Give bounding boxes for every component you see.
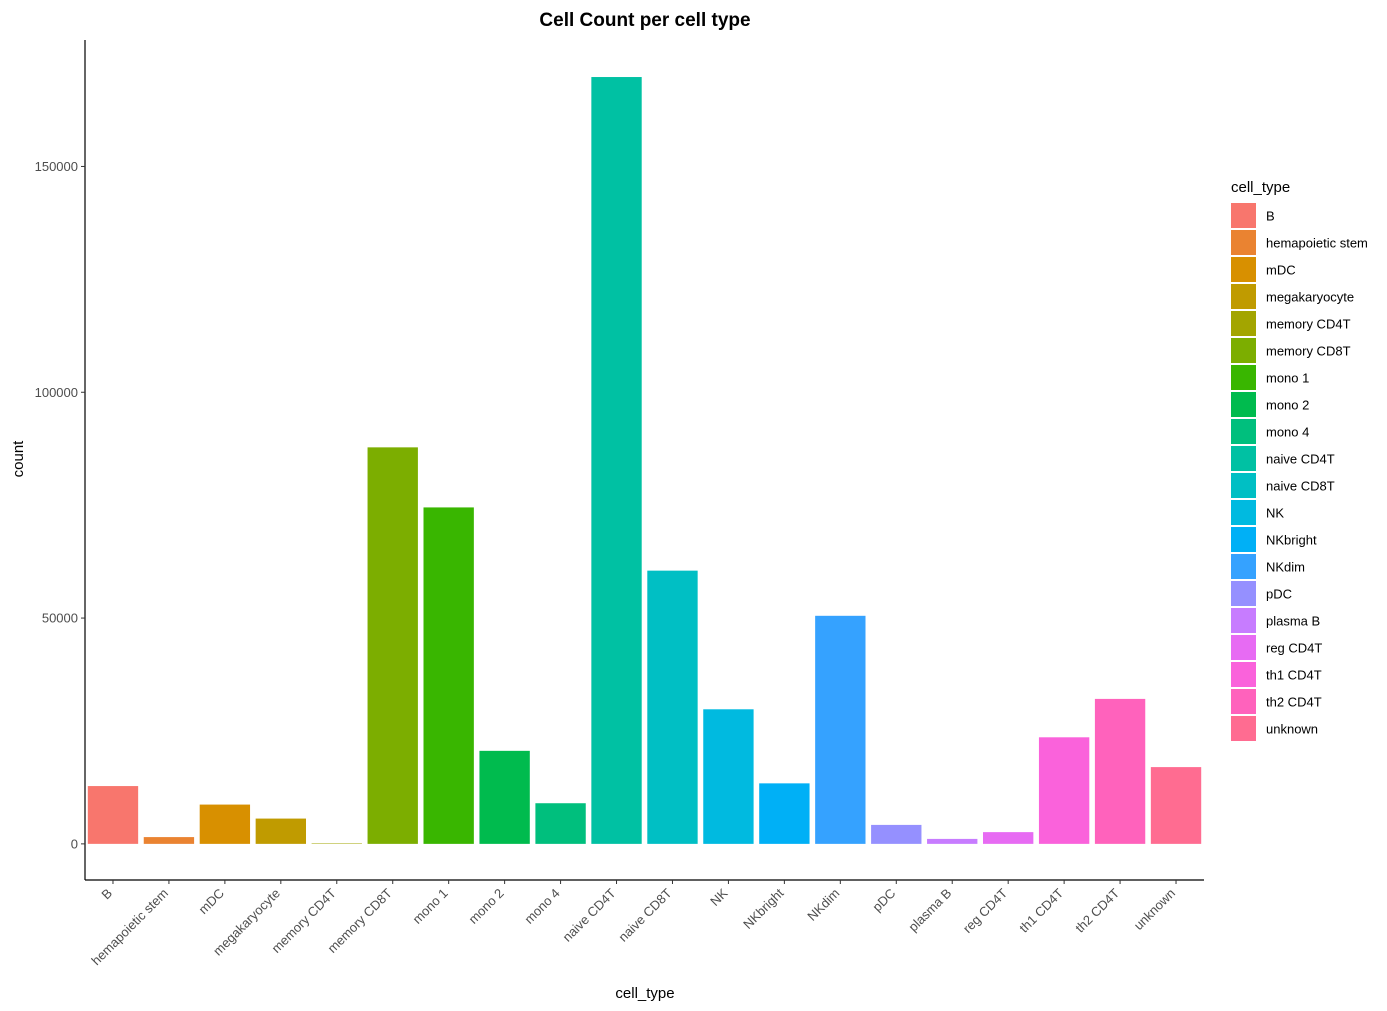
bar-18 xyxy=(1094,698,1146,844)
legend-key-7 xyxy=(1231,392,1256,417)
x-tick-label-12: NKbright xyxy=(740,885,787,932)
legend-label-2: mDC xyxy=(1266,263,1296,278)
legend-title: cell_type xyxy=(1231,179,1290,196)
legend-key-8 xyxy=(1231,419,1256,444)
legend-label-8: mono 4 xyxy=(1266,425,1309,440)
legend-key-15 xyxy=(1231,608,1256,633)
legend-label-9: naive CD4T xyxy=(1266,452,1335,467)
legend-key-14 xyxy=(1231,581,1256,606)
legend-label-15: plasma B xyxy=(1266,614,1320,629)
legend-label-17: th1 CD4T xyxy=(1266,668,1322,683)
bar-13 xyxy=(815,615,866,844)
bar-5 xyxy=(367,447,418,844)
bar-19 xyxy=(1150,767,1202,844)
legend-label-18: th2 CD4T xyxy=(1266,695,1322,710)
y-tick-label-0: 0 xyxy=(71,836,78,851)
legend-label-6: mono 1 xyxy=(1266,371,1309,386)
x-tick-label-2: mDC xyxy=(195,886,227,918)
legend-key-11 xyxy=(1231,500,1256,525)
legend-label-19: unknown xyxy=(1266,722,1318,737)
x-tick-label-14: pDC xyxy=(869,886,898,915)
legend-key-2 xyxy=(1231,257,1256,282)
legend-key-18 xyxy=(1231,689,1256,714)
legend-key-4 xyxy=(1231,311,1256,336)
bar-8 xyxy=(535,803,586,844)
legend-label-11: NK xyxy=(1266,506,1284,521)
y-axis-title: count xyxy=(10,440,27,478)
x-tick-label-10: naive CD8T xyxy=(615,885,674,944)
x-tick-label-7: mono 2 xyxy=(465,886,506,927)
legend-key-13 xyxy=(1231,554,1256,579)
y-tick-label-1: 50000 xyxy=(42,611,78,626)
bar-4 xyxy=(311,843,362,844)
legend-label-13: NKdim xyxy=(1266,560,1305,575)
y-axis-ticks: 0 50000 100000 150000 xyxy=(35,159,85,851)
bar-12 xyxy=(759,783,810,844)
bar-14 xyxy=(871,824,922,844)
x-tick-label-0: B xyxy=(98,886,115,903)
x-tick-label-16: reg CD4T xyxy=(960,885,1010,935)
legend-key-17 xyxy=(1231,662,1256,687)
x-tick-label-8: mono 4 xyxy=(521,886,562,927)
x-tick-label-6: mono 1 xyxy=(410,886,451,927)
legend-label-5: memory CD8T xyxy=(1266,344,1351,359)
bar-7 xyxy=(479,750,530,844)
legend-key-3 xyxy=(1231,284,1256,309)
bar-11 xyxy=(703,709,754,844)
bar-6 xyxy=(423,507,474,844)
bar-0 xyxy=(87,786,139,844)
bars xyxy=(87,77,1202,844)
legend-key-19 xyxy=(1231,716,1256,741)
x-tick-label-13: NKdim xyxy=(804,886,842,924)
x-tick-label-9: naive CD4T xyxy=(560,885,619,944)
legend-label-14: pDC xyxy=(1266,587,1292,602)
y-tick-label-2: 100000 xyxy=(35,385,78,400)
legend-key-12 xyxy=(1231,527,1256,552)
legend-label-0: B xyxy=(1266,209,1275,224)
x-tick-label-18: th2 CD4T xyxy=(1072,885,1122,935)
legend-key-9 xyxy=(1231,446,1256,471)
x-tick-label-15: plasma B xyxy=(905,886,954,935)
legend-key-0 xyxy=(1231,203,1256,228)
legend-key-16 xyxy=(1231,635,1256,660)
y-tick-label-3: 150000 xyxy=(35,159,78,174)
bar-15 xyxy=(927,838,978,844)
bar-16 xyxy=(982,832,1034,844)
bar-17 xyxy=(1038,737,1090,844)
legend-label-1: hemapoietic stem xyxy=(1266,236,1368,251)
x-tick-label-17: th1 CD4T xyxy=(1016,885,1066,935)
chart-title: Cell Count per cell type xyxy=(539,10,750,31)
legend-key-1 xyxy=(1231,230,1256,255)
legend-label-4: memory CD4T xyxy=(1266,317,1351,332)
legend-label-7: mono 2 xyxy=(1266,398,1309,413)
bar-2 xyxy=(199,804,251,844)
x-tick-label-11: NK xyxy=(707,885,731,909)
legend-label-10: naive CD8T xyxy=(1266,479,1335,494)
bar-1 xyxy=(143,837,195,844)
bar-10 xyxy=(647,570,698,844)
legend-label-12: NKbright xyxy=(1266,533,1317,548)
legend-label-3: megakaryocyte xyxy=(1266,290,1354,305)
legend-key-5 xyxy=(1231,338,1256,363)
bar-9 xyxy=(591,77,642,844)
legend-key-10 xyxy=(1231,473,1256,498)
x-axis-title: cell_type xyxy=(615,985,674,1002)
bar-3 xyxy=(255,818,307,844)
x-tick-label-19: unknown xyxy=(1131,886,1178,933)
x-tick-label-1: hemapoietic stem xyxy=(88,886,171,969)
legend-key-6 xyxy=(1231,365,1256,390)
legend-label-16: reg CD4T xyxy=(1266,641,1322,656)
